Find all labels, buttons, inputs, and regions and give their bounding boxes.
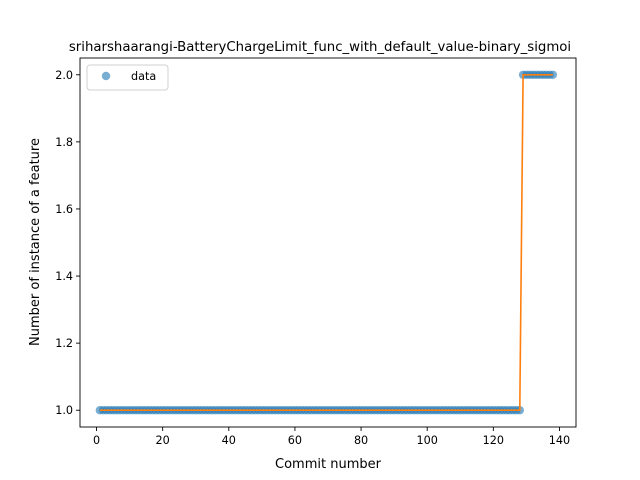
y-tick-label-2: 2.0 bbox=[55, 69, 73, 82]
x-tick-label-100: 100 bbox=[417, 434, 438, 447]
y-axis-label: Number of instance of a feature bbox=[28, 138, 43, 346]
x-tick-label-60: 60 bbox=[288, 434, 302, 447]
fit-line bbox=[99, 73, 553, 412]
x-tick-label-20: 20 bbox=[156, 434, 170, 447]
x-tick-label-120: 120 bbox=[483, 434, 504, 447]
y-tick-label-1.2: 1.2 bbox=[55, 337, 73, 350]
legend: data bbox=[86, 64, 169, 91]
legend-marker-data bbox=[101, 71, 111, 81]
x-tick-label-140: 140 bbox=[549, 434, 570, 447]
y-tick-label-1.4: 1.4 bbox=[55, 270, 73, 283]
x-tick-label-80: 80 bbox=[354, 434, 368, 447]
axes: 0 20 40 60 80 100 120 140 1.0 1.2 1.4 1.6 1.8 2.0 bbox=[55, 57, 577, 447]
y-tick-label-1.6: 1.6 bbox=[55, 203, 73, 216]
chart-title: sriharshaarangi-BatteryChargeLimit_func_… bbox=[69, 40, 571, 55]
plot-marks bbox=[95, 70, 558, 415]
plot-frame bbox=[79, 57, 577, 428]
x-tick-label-40: 40 bbox=[222, 434, 236, 447]
y-tick-label-1: 1.0 bbox=[55, 404, 73, 417]
y-tick-label-1.8: 1.8 bbox=[55, 136, 73, 149]
x-tick-label-0: 0 bbox=[93, 434, 100, 447]
x-axis-label: Commit number bbox=[275, 457, 382, 472]
legend-box bbox=[86, 64, 169, 91]
legend-label-data: data bbox=[131, 70, 156, 83]
